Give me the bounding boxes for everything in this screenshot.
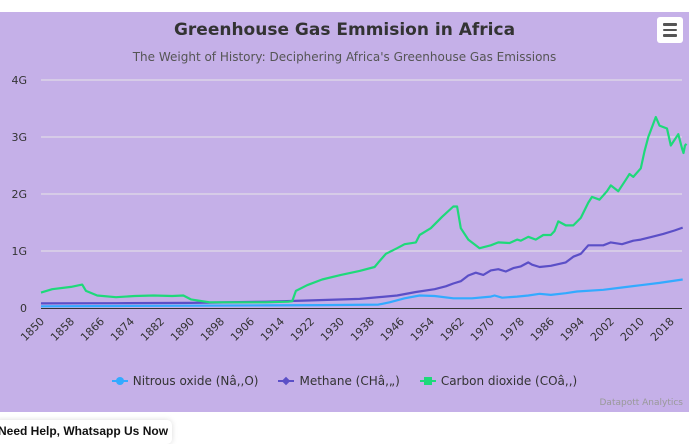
x-tick-label: 2002 bbox=[588, 315, 617, 344]
legend: Nitrous oxide (Nâ,,O) Methane (CHâ,„) Carb… bbox=[0, 374, 689, 388]
x-tick-label: 1882 bbox=[138, 315, 167, 344]
credits-link[interactable]: Datapott Analytics bbox=[599, 398, 684, 408]
diamond-marker-icon bbox=[278, 376, 295, 386]
hamburger-menu-icon[interactable] bbox=[657, 17, 683, 43]
x-tick-label: 1914 bbox=[258, 315, 287, 344]
x-tick-label: 1930 bbox=[318, 315, 347, 344]
series-line bbox=[40, 115, 688, 304]
x-tick-label: 1938 bbox=[348, 315, 377, 344]
series-line bbox=[40, 278, 683, 308]
legend-label: Carbon dioxide (COâ,,) bbox=[440, 374, 578, 388]
x-tick-label: 1890 bbox=[168, 315, 197, 344]
x-tick-label: 1858 bbox=[48, 315, 77, 344]
x-tick-label: 1962 bbox=[438, 315, 467, 344]
chart-title: Greenhouse Gas Emmision in Africa bbox=[173, 20, 516, 40]
x-tick-label: 1850 bbox=[18, 315, 47, 344]
x-tick-label: 1874 bbox=[108, 315, 137, 344]
legend-item[interactable]: Carbon dioxide (COâ,,) bbox=[419, 374, 578, 388]
whatsapp-help-banner[interactable]: Need Help, Whatsapp Us Now bbox=[0, 420, 172, 444]
square-marker-icon bbox=[419, 376, 436, 386]
x-tick-label: 1986 bbox=[528, 315, 557, 344]
circle-marker-icon bbox=[111, 376, 128, 386]
x-tick-label: 1994 bbox=[558, 315, 587, 344]
series-line bbox=[40, 226, 684, 305]
legend-label: Nitrous oxide (Nâ,,O) bbox=[132, 374, 259, 388]
x-tick-label: 2018 bbox=[648, 315, 677, 344]
x-tick-label: 1978 bbox=[498, 315, 527, 344]
x-tick-label: 2010 bbox=[618, 315, 647, 344]
y-tick-label: 0 bbox=[20, 302, 27, 315]
chart-panel: Greenhouse Gas Emmision in Africa The We… bbox=[0, 12, 689, 412]
legend-item[interactable]: Nitrous oxide (Nâ,,O) bbox=[111, 374, 259, 388]
menu-bar bbox=[663, 34, 677, 37]
x-tick-label: 1898 bbox=[198, 315, 227, 344]
menu-bar bbox=[663, 28, 677, 32]
x-tick-label: 1906 bbox=[228, 315, 257, 344]
x-tick-label: 1866 bbox=[78, 315, 107, 344]
x-tick-label: 1954 bbox=[408, 315, 437, 344]
menu-bar bbox=[663, 23, 677, 26]
y-tick-label: 4G bbox=[11, 74, 27, 87]
x-tick-label: 1946 bbox=[378, 315, 407, 344]
y-tick-label: 1G bbox=[11, 245, 27, 258]
x-tick-label: 1922 bbox=[288, 315, 317, 344]
plot-area: 0 1G 2G 3G 4G 1850 1858 1866 1874 1882 1890 1898 190… bbox=[11, 74, 688, 344]
y-tick-label: 2G bbox=[11, 188, 27, 201]
legend-item[interactable]: Methane (CHâ,„) bbox=[278, 374, 400, 388]
legend-label: Methane (CHâ,„) bbox=[299, 374, 400, 388]
x-tick-label: 1970 bbox=[468, 315, 497, 344]
chart-subtitle: The Weight of History: Deciphering Afric… bbox=[132, 50, 557, 64]
y-tick-label: 3G bbox=[11, 131, 27, 144]
